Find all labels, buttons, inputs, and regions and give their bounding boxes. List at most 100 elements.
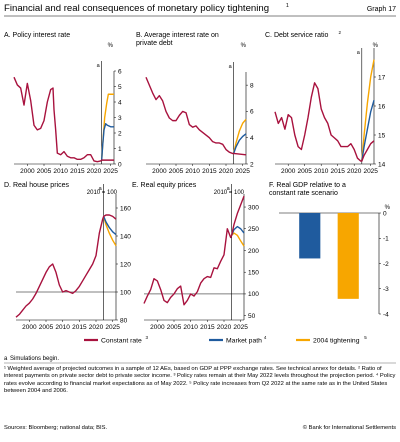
panel-d-series-market-path bbox=[103, 216, 117, 236]
panel-a-x-tick-label: 2015 bbox=[70, 168, 85, 175]
panel-b-y-tick-label: 8 bbox=[250, 82, 254, 89]
panel-d-y-tick-label: 100 bbox=[120, 289, 131, 296]
panel-a-y-tick-label: 6 bbox=[118, 68, 122, 75]
panel-c-title-footnote: 2 bbox=[338, 30, 341, 35]
footnotes: ¹ Weighted average of projected outcomes… bbox=[4, 366, 396, 395]
annotation-text: Simulations begin. bbox=[10, 356, 59, 362]
panel-b-y-tick-label: 6 bbox=[250, 109, 254, 116]
panel-b-x-tick-label: 2020 bbox=[219, 168, 234, 175]
panel-c-unit-label: % bbox=[373, 43, 379, 49]
panel-a-y-tick-label: 1 bbox=[118, 146, 122, 153]
panel-b-unit-label: % bbox=[241, 43, 247, 49]
panel-c-y-tick-label: 17 bbox=[378, 74, 386, 81]
legend-label-0: Constant rate bbox=[101, 338, 142, 345]
legend-footnote-0: 3 bbox=[146, 335, 149, 340]
panel-c-x-tick-label: 2000 bbox=[281, 168, 296, 175]
panel-a-y-tick-label: 0 bbox=[118, 161, 122, 168]
legend-footnote-1: 4 bbox=[264, 335, 267, 340]
copyright: © Bank for International Settlements bbox=[302, 425, 396, 431]
panel-d-x-tick-label: 2020 bbox=[89, 324, 104, 331]
panel-d-x-tick-label: 2025 bbox=[105, 324, 120, 331]
panel-d-x-tick-label: 2005 bbox=[39, 324, 54, 331]
panel-d-y-tick-label: 80 bbox=[120, 317, 128, 324]
panel-d-unit-label: 2010 = 100 bbox=[87, 190, 118, 196]
panel-a-unit-label: % bbox=[108, 43, 114, 49]
panel-a-x-tick-label: 2020 bbox=[87, 168, 102, 175]
panel-e-x-tick-label: 2010 bbox=[183, 324, 198, 331]
panel-b-y-tick-label: 2 bbox=[250, 161, 254, 168]
panel-e-x-tick-label: 2005 bbox=[167, 324, 182, 331]
panel-f-title: F. Real GDP relative to a bbox=[269, 182, 346, 189]
graph-label: Graph 17 bbox=[367, 6, 396, 13]
panel-d-series-constant-rate bbox=[15, 214, 117, 318]
panel-c-x-tick-label: 2025 bbox=[363, 168, 378, 175]
panel-b-x-tick-label: 2015 bbox=[202, 168, 217, 175]
panel-e-y-tick-label: 150 bbox=[248, 270, 259, 277]
panel-a-x-tick-label: 2010 bbox=[53, 168, 68, 175]
panel-b-series-market-path bbox=[233, 133, 247, 154]
panel-f-y-tick-label: 0 bbox=[383, 210, 387, 217]
panel-f-bar-2004-tightening bbox=[337, 213, 359, 299]
panel-f-y-tick-label: -1 bbox=[383, 236, 389, 243]
panel-b-title: B. Average interest rate on bbox=[136, 32, 219, 39]
panel-a-simulation-label: a bbox=[97, 63, 101, 69]
panel-a-y-tick-label: 2 bbox=[118, 130, 122, 137]
panel-a-series-market-path bbox=[100, 122, 114, 161]
panel-a-x-tick-label: 2025 bbox=[103, 168, 118, 175]
panel-c-series-market-path bbox=[361, 100, 375, 162]
panel-c-y-tick-label: 14 bbox=[378, 161, 386, 168]
panel-d-y-tick-label: 120 bbox=[120, 261, 131, 268]
panel-d-title: D. Real house prices bbox=[4, 182, 69, 189]
legend-footnote-2: 5 bbox=[364, 335, 367, 340]
panel-c-y-tick-label: 15 bbox=[378, 132, 386, 139]
panel-c-series-2004-tightening bbox=[361, 59, 375, 162]
legend-label-1: Market path bbox=[226, 338, 262, 345]
panel-b-x-tick-label: 2005 bbox=[169, 168, 184, 175]
panel-d-simulation-label: a bbox=[99, 186, 103, 192]
panel-a-series-constant-rate bbox=[13, 76, 114, 163]
panel-a-x-tick-label: 2005 bbox=[37, 168, 52, 175]
panel-b-x-tick-label: 2025 bbox=[235, 168, 250, 175]
panel-f-bar-market-path bbox=[299, 213, 321, 259]
panel-a-y-tick-label: 4 bbox=[118, 99, 122, 106]
panel-f-y-tick-label: -4 bbox=[383, 311, 389, 318]
panel-e-series-market-path bbox=[231, 225, 245, 236]
panel-c-x-tick-label: 2010 bbox=[314, 168, 329, 175]
panel-b-x-tick-label: 2000 bbox=[152, 168, 167, 175]
panel-b-x-tick-label: 2010 bbox=[185, 168, 200, 175]
title-footnote-marker: 1 bbox=[286, 3, 289, 9]
panel-d-series-2004-tightening bbox=[102, 216, 117, 247]
panel-b-y-tick-label: 4 bbox=[250, 135, 254, 142]
panel-c-y-tick-label: 16 bbox=[378, 103, 386, 110]
panel-f-y-tick-label: -3 bbox=[383, 286, 389, 293]
panel-c-x-tick-label: 2015 bbox=[330, 168, 345, 175]
panel-b-series-constant-rate bbox=[145, 76, 247, 156]
panel-f-y-tick-label: -2 bbox=[383, 261, 389, 268]
panel-f-unit-label: % bbox=[385, 205, 391, 211]
panel-e-y-tick-label: 50 bbox=[248, 313, 256, 320]
panel-e-y-tick-label: 250 bbox=[248, 226, 259, 233]
panel-c-series-constant-rate bbox=[274, 82, 375, 162]
panel-a-title: A. Policy interest rate bbox=[4, 32, 70, 39]
panel-e-x-tick-label: 2020 bbox=[217, 324, 232, 331]
panel-e-x-tick-label: 2000 bbox=[150, 324, 165, 331]
panel-e-series-constant-rate bbox=[143, 195, 245, 306]
legend-label-2: 2004 tightening bbox=[313, 338, 360, 345]
panel-d-x-tick-label: 2000 bbox=[22, 324, 37, 331]
panel-f-title: constant rate scenario bbox=[269, 190, 338, 197]
sources: Sources: Bloomberg; national data; BIS. bbox=[4, 425, 108, 431]
panel-e-y-tick-label: 100 bbox=[248, 291, 259, 298]
panel-a-x-tick-label: 2000 bbox=[20, 168, 35, 175]
panel-c-x-tick-label: 2005 bbox=[297, 168, 312, 175]
panel-e-simulation-label: a bbox=[227, 186, 231, 192]
panel-b-title: private debt bbox=[136, 40, 173, 47]
panel-d-x-tick-label: 2015 bbox=[72, 324, 87, 331]
panel-c-simulation-label: a bbox=[357, 50, 361, 56]
panel-a-y-tick-label: 5 bbox=[118, 84, 122, 91]
panel-e-x-tick-label: 2015 bbox=[200, 324, 215, 331]
panel-e-y-tick-label: 300 bbox=[248, 204, 259, 211]
panel-e-y-tick-label: 200 bbox=[248, 248, 259, 255]
panel-e-series-2004-tightening bbox=[231, 232, 245, 247]
